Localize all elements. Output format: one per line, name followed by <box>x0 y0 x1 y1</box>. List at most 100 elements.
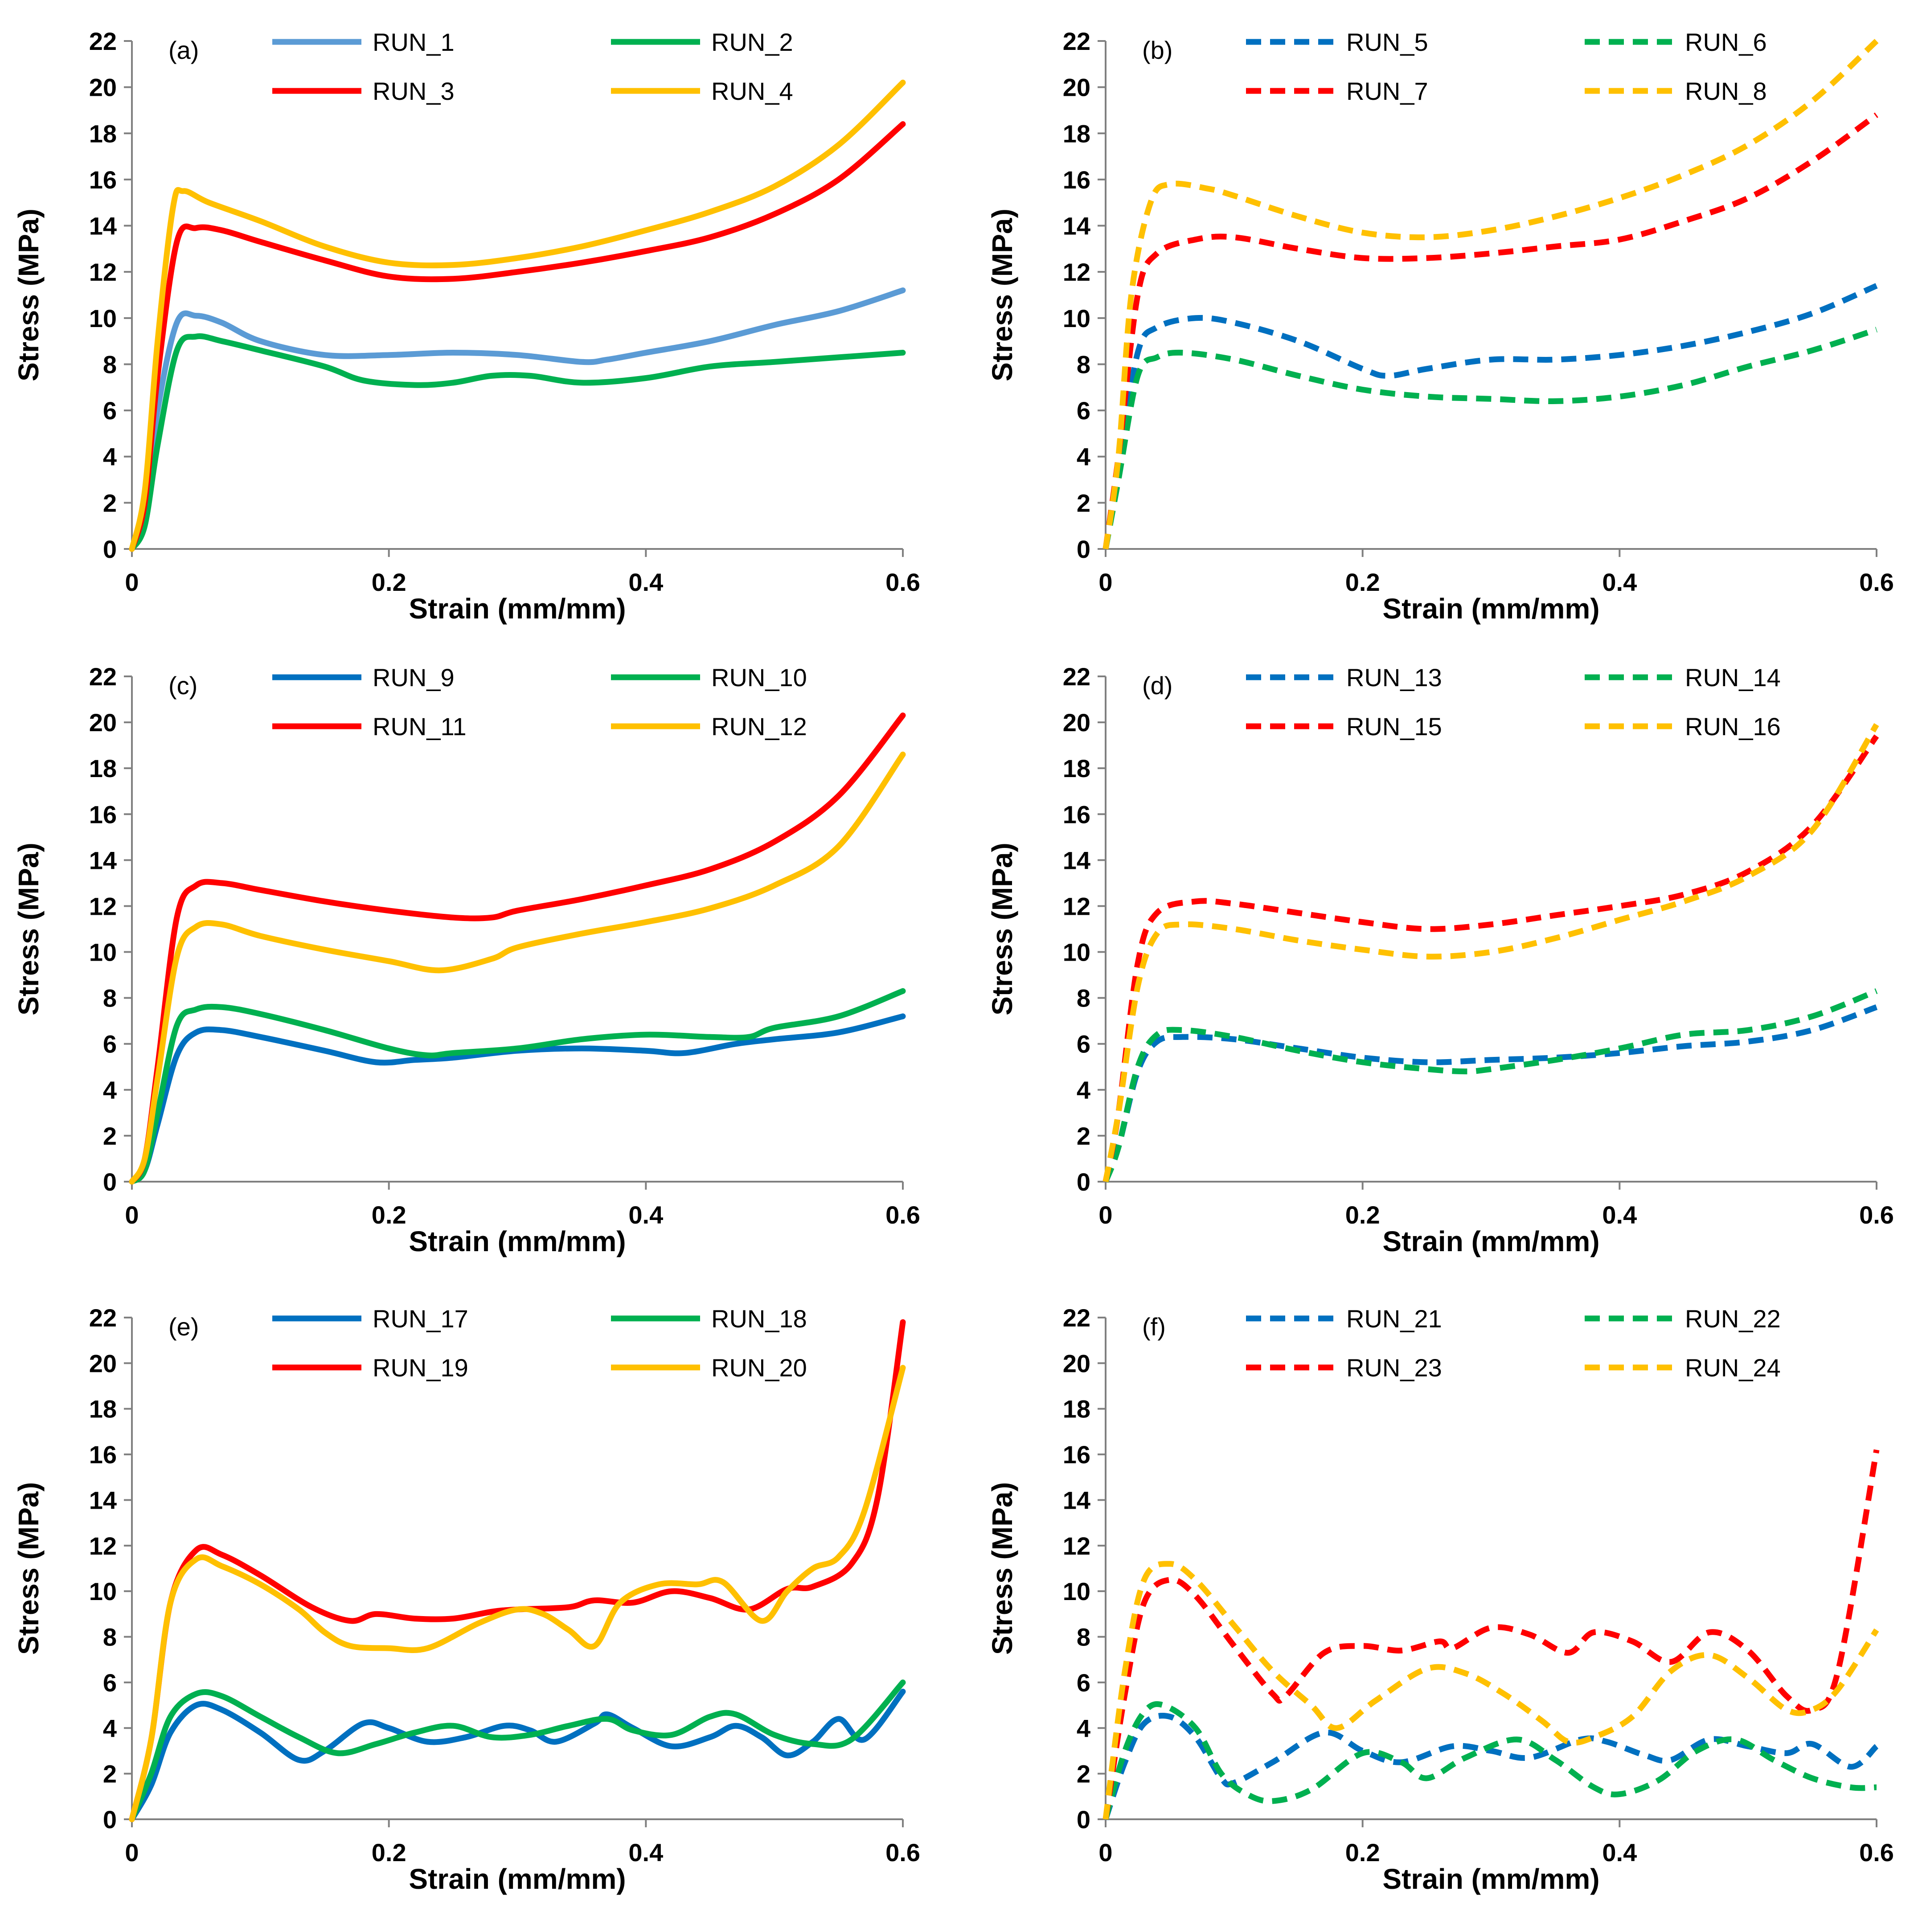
y-tick-label: 20 <box>89 708 117 737</box>
series-line-run-14 <box>1102 988 1878 1183</box>
x-axis-title: Strain (mm/mm) <box>409 1225 626 1257</box>
y-tick-label: 18 <box>89 1395 117 1423</box>
x-tick-label: 0.4 <box>628 1838 663 1867</box>
y-tick-label: 6 <box>1077 397 1090 425</box>
legend-label: RUN_5 <box>1346 28 1428 56</box>
y-tick-label: 18 <box>1063 119 1090 147</box>
chart-panel-1: 0 2 4 6 8 10 12 14 16 18 20 22 0 0.2 0.4 0.6 Strain (mm/… <box>12 27 920 625</box>
y-axis-title: Stress (MPa) <box>12 209 45 381</box>
legend-label: RUN_9 <box>373 663 455 692</box>
chart-panel-4: 0 2 4 6 8 10 12 14 16 18 20 22 0 0.2 0.4 0.6 Strain (mm/… <box>986 663 1894 1257</box>
legend-label: RUN_6 <box>1685 28 1767 56</box>
series-line-run-19 <box>129 1319 906 1822</box>
chart-panel-5: 0 2 4 6 8 10 12 14 16 18 20 22 0 0.2 0.4 0.6 Strain (mm/… <box>12 1304 920 1895</box>
y-tick-label: 18 <box>1063 1395 1090 1423</box>
x-tick-label: 0 <box>1098 568 1112 596</box>
panel-label: (a) <box>168 36 199 64</box>
panel-label: (c) <box>168 671 197 700</box>
series-line-run-20 <box>129 1365 906 1822</box>
series-line-run-5 <box>1102 283 1878 550</box>
x-tick-label: 0 <box>125 568 139 596</box>
x-axis-title: Strain (mm/mm) <box>409 593 626 625</box>
legend-label: RUN_17 <box>373 1305 468 1333</box>
y-tick-label: 14 <box>1063 1486 1090 1514</box>
y-tick-label: 2 <box>1077 489 1090 517</box>
y-tick-label: 22 <box>89 27 117 55</box>
panel-label: (f) <box>1142 1313 1166 1341</box>
series-line-run-3 <box>129 121 906 552</box>
y-tick-label: 4 <box>1077 1714 1090 1742</box>
y-tick-label: 0 <box>1077 1805 1090 1834</box>
x-tick-label: 0.2 <box>372 1201 406 1229</box>
series-line-run-16 <box>1102 723 1879 1183</box>
chart-panel-3: 0 2 4 6 8 10 12 14 16 18 20 22 0 0.2 0.4 0.6 Strain (mm/… <box>12 663 920 1257</box>
y-tick-label: 20 <box>1063 1349 1090 1377</box>
y-tick-label: 16 <box>1063 1441 1090 1469</box>
y-tick-label: 6 <box>103 397 117 425</box>
x-tick-label: 0.4 <box>1602 1838 1637 1867</box>
x-tick-label: 0 <box>1098 1201 1112 1229</box>
y-tick-label: 18 <box>89 754 117 782</box>
y-tick-label: 18 <box>89 119 117 147</box>
y-tick-label: 14 <box>89 212 117 240</box>
y-tick-label: 8 <box>103 350 117 378</box>
y-tick-label: 14 <box>1063 212 1090 240</box>
y-axis-title: Stress (MPa) <box>12 1482 45 1655</box>
x-axis-title: Strain (mm/mm) <box>409 1863 626 1895</box>
y-tick-label: 2 <box>103 1122 117 1150</box>
y-tick-label: 0 <box>103 535 117 563</box>
series-line-run-15 <box>1102 734 1879 1183</box>
x-tick-label: 0.4 <box>1602 1201 1637 1229</box>
legend-label: RUN_23 <box>1346 1354 1442 1382</box>
y-tick-label: 18 <box>1063 754 1090 782</box>
legend-label: RUN_15 <box>1346 712 1442 741</box>
series-line-run-4 <box>129 79 906 552</box>
legend-label: RUN_19 <box>373 1354 468 1382</box>
y-tick-label: 2 <box>103 489 117 517</box>
y-tick-label: 12 <box>89 1532 117 1560</box>
x-tick-label: 0.6 <box>885 1201 920 1229</box>
x-tick-label: 0.4 <box>1602 568 1637 596</box>
x-tick-label: 0.6 <box>1859 1201 1894 1229</box>
legend-label: RUN_14 <box>1685 663 1781 692</box>
series-line-run-24 <box>1102 1561 1879 1820</box>
legend-label: RUN_21 <box>1346 1305 1442 1333</box>
y-tick-label: 22 <box>89 1304 117 1332</box>
y-tick-label: 6 <box>1077 1669 1090 1697</box>
series-line-run-22 <box>1102 1701 1877 1820</box>
x-tick-label: 0.4 <box>628 568 663 596</box>
y-tick-label: 10 <box>1063 1577 1090 1605</box>
y-tick-label: 20 <box>1063 74 1090 102</box>
series-line-run-13 <box>1102 1004 1878 1183</box>
legend-label: RUN_22 <box>1685 1305 1781 1333</box>
y-tick-label: 4 <box>103 443 117 471</box>
y-tick-label: 14 <box>89 1486 117 1514</box>
y-tick-label: 8 <box>103 1623 117 1651</box>
y-tick-label: 2 <box>1077 1122 1090 1150</box>
y-tick-label: 16 <box>89 166 117 194</box>
legend-label: RUN_2 <box>711 28 793 56</box>
x-tick-label: 0.6 <box>885 1838 920 1867</box>
y-tick-label: 8 <box>103 984 117 1012</box>
chart-panel-6: 0 2 4 6 8 10 12 14 16 18 20 22 0 0.2 0.4 0.6 Strain (mm/… <box>986 1304 1894 1895</box>
x-tick-label: 0.4 <box>628 1201 663 1229</box>
x-tick-label: 0.2 <box>1345 1838 1380 1867</box>
y-tick-label: 0 <box>103 1805 117 1834</box>
y-tick-label: 14 <box>89 846 117 874</box>
x-tick-label: 0 <box>1098 1838 1112 1867</box>
y-tick-label: 10 <box>89 938 117 966</box>
legend-label: RUN_3 <box>373 77 455 105</box>
series-line-run-23 <box>1102 1449 1880 1820</box>
series-line-run-12 <box>129 751 906 1185</box>
legend-label: RUN_11 <box>373 712 467 741</box>
y-tick-label: 6 <box>103 1669 117 1697</box>
x-tick-label: 0.6 <box>885 568 920 596</box>
y-tick-label: 4 <box>1077 1076 1090 1104</box>
y-tick-label: 2 <box>1077 1760 1090 1788</box>
x-tick-label: 0.2 <box>1345 568 1380 596</box>
series-line-run-11 <box>129 712 906 1185</box>
y-axis-title: Stress (MPa) <box>986 843 1018 1015</box>
x-axis-title: Strain (mm/mm) <box>1382 1225 1599 1257</box>
panel-label: (b) <box>1142 36 1172 64</box>
